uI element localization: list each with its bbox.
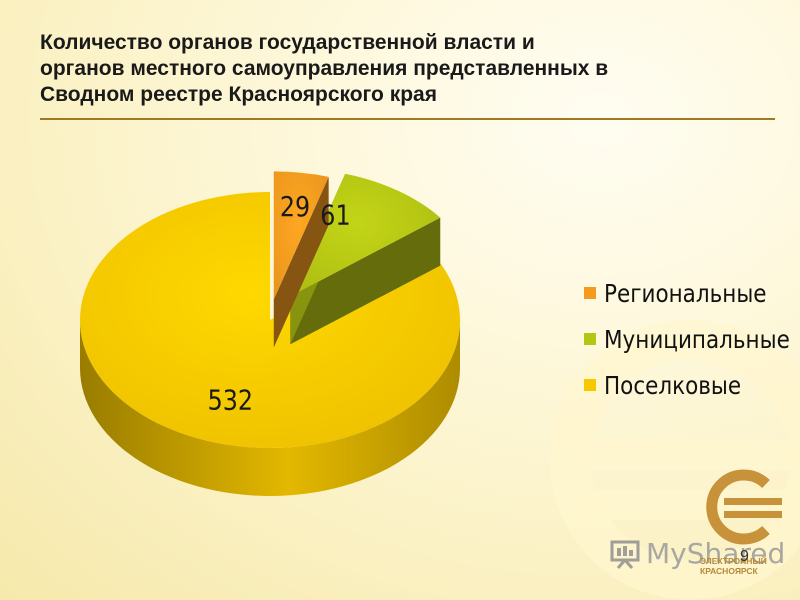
brand-text: ЭЛЕКТРОННЫЙ КРАСНОЯРСК <box>700 556 790 576</box>
pie-side-settlement <box>80 320 460 496</box>
chart-legend: Региональные Муниципальные Поселковые <box>584 270 800 408</box>
legend-label-regional: Региональные <box>604 278 767 308</box>
brand-mark: ЭЛЕКТРОННЫЙ КРАСНОЯРСК <box>700 462 790 582</box>
data-label-municipal: 61 <box>320 199 350 231</box>
pie-top-regional <box>273 171 329 300</box>
pie-top-settlement <box>80 192 460 448</box>
title-divider <box>40 118 775 120</box>
legend-label-municipal: Муниципальные <box>604 324 790 354</box>
legend-swatch-regional <box>584 287 596 299</box>
data-label-settlement: 532 <box>208 385 253 417</box>
pie-slice-settlement <box>80 192 460 496</box>
legend-label-settlement: Поселковые <box>604 370 742 400</box>
legend-item-regional: Региональные <box>584 270 800 316</box>
myshared-text: MyShared <box>646 536 786 570</box>
presentation-board-icon <box>610 540 640 569</box>
slide-number: 9 <box>740 548 749 565</box>
brand-line-2: КРАСНОЯРСК <box>700 566 758 576</box>
title-line-2: органов местного самоуправления представ… <box>40 57 609 80</box>
brand-line-1: ЭЛЕКТРОННЫЙ <box>700 556 767 566</box>
pie-wall-regional <box>273 176 329 348</box>
pie-slice-regional <box>273 171 329 348</box>
pie-wall-municipal <box>290 217 441 345</box>
legend-swatch-municipal <box>584 333 596 345</box>
background-ornament <box>550 320 800 600</box>
title-line-3: Сводном реестре Красноярского края <box>40 83 437 106</box>
myshared-watermark: MyShared <box>608 536 785 570</box>
pie-slice-municipal <box>290 173 441 345</box>
pie-top-municipal <box>290 173 441 297</box>
slide-title: Количество органов государственной власт… <box>40 30 760 108</box>
e-krasnoyarsk-logo-icon <box>706 469 782 545</box>
data-label-regional: 29 <box>280 191 310 223</box>
legend-item-settlement: Поселковые <box>584 362 800 408</box>
legend-swatch-settlement <box>584 379 596 391</box>
legend-item-municipal: Муниципальные <box>584 316 800 362</box>
title-line-1: Количество органов государственной власт… <box>40 31 535 54</box>
